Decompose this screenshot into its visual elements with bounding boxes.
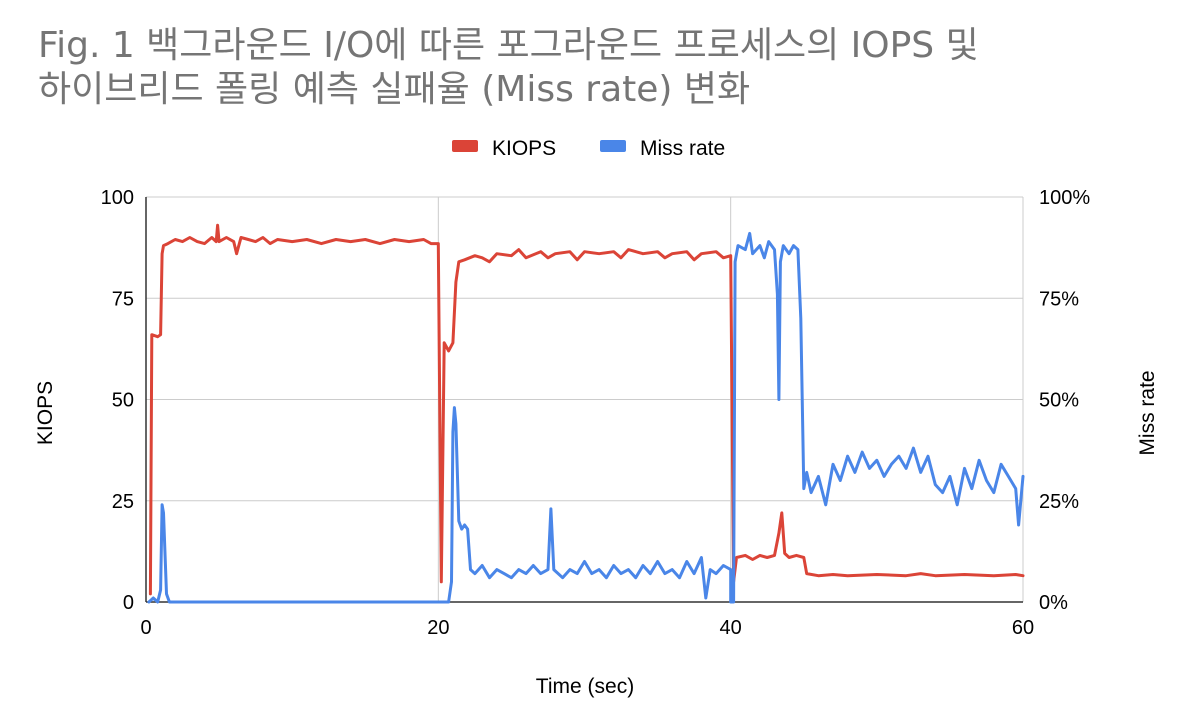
y-tick-label: 100 [101, 187, 134, 209]
axis-layer: 0 25 50 75 100 0% 25% 50% 75% 100% 0 20 40 60 [101, 187, 1091, 639]
x-tick-label: 20 [427, 617, 449, 639]
legend-swatch-miss-rate [600, 140, 626, 152]
y-tick-label: 0 [123, 592, 134, 614]
y2-tick-label: 0% [1039, 592, 1068, 614]
y-tick-label: 75 [112, 288, 134, 310]
x-axis-title: Time (sec) [536, 675, 634, 698]
x-tick-label: 0 [140, 617, 151, 639]
y-axis-title: KIOPS [34, 381, 57, 445]
legend-swatch-kiops [452, 140, 478, 152]
y2-tick-label: 25% [1039, 491, 1079, 513]
legend: KIOPS Miss rate [452, 137, 725, 160]
y-tick-label: 50 [112, 390, 134, 412]
x-tick-label: 40 [720, 617, 742, 639]
legend-label-kiops: KIOPS [492, 137, 556, 160]
y2-tick-label: 100% [1039, 187, 1090, 209]
chart-title: Fig. 1 백그라운드 I/O에 따른 포그라운드 프로세스의 IOPS 및 … [38, 24, 1138, 112]
x-tick-label: 60 [1012, 617, 1034, 639]
kiops-line [148, 223, 1025, 596]
miss-rate-line [147, 231, 1025, 604]
y-tick-label: 25 [112, 491, 134, 513]
grid-layer [146, 196, 1024, 602]
legend-label-miss-rate: Miss rate [640, 137, 725, 160]
y2-tick-label: 50% [1039, 390, 1079, 412]
chart-title-line-1: Fig. 1 백그라운드 I/O에 따른 포그라운드 프로세스의 IOPS 및 [38, 25, 979, 66]
series-layer [147, 223, 1025, 604]
chart-title-line-2: 하이브리드 폴링 예측 실패율 (Miss rate) 변화 [38, 69, 751, 110]
y2-tick-label: 75% [1039, 288, 1079, 310]
y2-axis-title: Miss rate [1136, 370, 1159, 455]
